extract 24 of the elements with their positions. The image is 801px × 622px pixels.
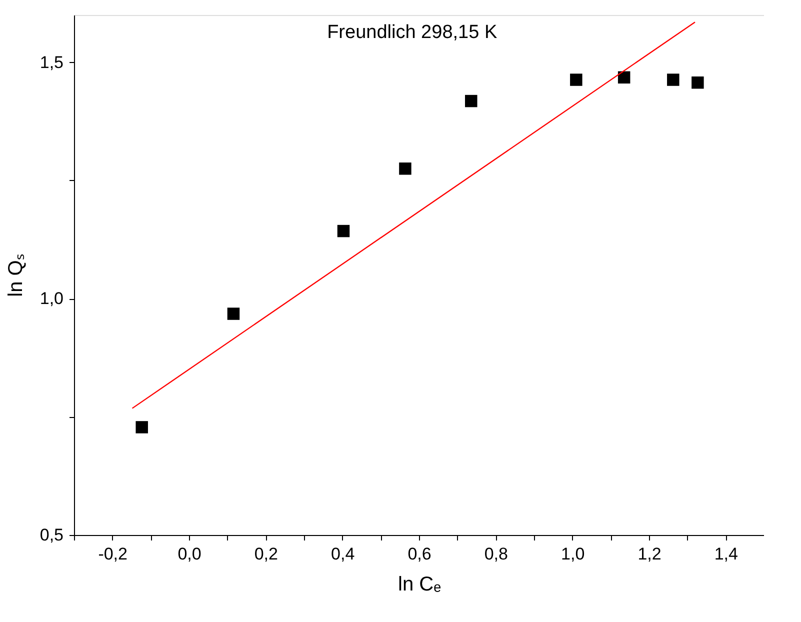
y-tick-label: 1,5 bbox=[40, 52, 64, 72]
x-tick-label: -0,2 bbox=[98, 544, 128, 564]
x-tick-label: 1,0 bbox=[561, 544, 585, 564]
x-tick-label: 1,2 bbox=[638, 544, 662, 564]
y-axis-title: ln Qₛ bbox=[4, 254, 27, 297]
point bbox=[667, 74, 680, 86]
y-tick-label: 0,5 bbox=[40, 526, 64, 544]
x-tick-label: 0,0 bbox=[178, 544, 202, 564]
point bbox=[570, 74, 582, 86]
y-tick-label: 1,0 bbox=[40, 289, 64, 308]
x-axis-title: ln Cₑ bbox=[398, 574, 441, 596]
point bbox=[399, 162, 412, 175]
point bbox=[136, 421, 148, 434]
x-tick-label: 0,6 bbox=[408, 544, 432, 564]
x-tick-label: 0,2 bbox=[254, 544, 278, 564]
point bbox=[618, 71, 630, 84]
point bbox=[337, 224, 350, 238]
x-tick-label: 0,4 bbox=[331, 544, 355, 564]
point bbox=[465, 94, 478, 108]
annotation: Freundlich 298,15 K bbox=[327, 22, 498, 43]
point bbox=[227, 308, 240, 320]
point bbox=[692, 76, 704, 89]
x-tick-label: 0,8 bbox=[484, 544, 508, 564]
x-tick-label: 1,4 bbox=[714, 544, 738, 564]
